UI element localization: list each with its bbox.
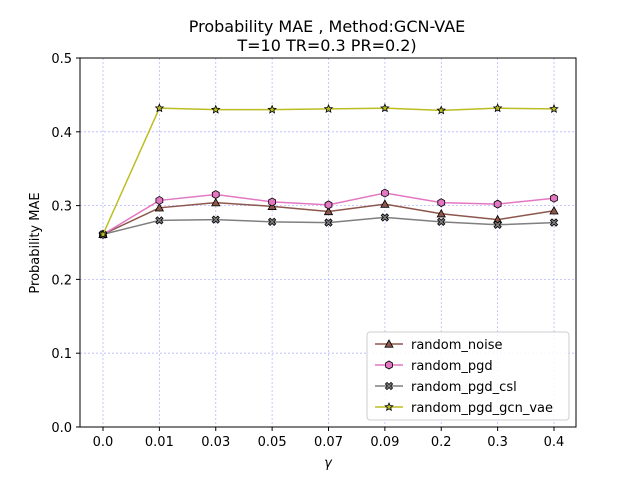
x-tick-label: 0.3 [487,435,508,450]
data-point [549,218,559,227]
data-point [267,104,277,114]
legend-item: random_pgd [375,359,493,374]
data-point [380,213,390,222]
x-axis-label: γ [324,456,333,471]
legend-item: random_noise [375,338,503,353]
data-point [211,197,221,207]
legend-label: random_pgd [411,359,493,374]
data-point [154,202,165,212]
data-point [155,195,164,205]
legend-marker [384,339,394,348]
data-point [155,216,164,225]
data-point [550,193,558,203]
y-tick-label: 0.1 [51,347,72,362]
data-point [380,103,390,113]
legend-item: random_pgd_gcn_vae [375,401,553,416]
legend-label: random_pgd_gcn_vae [411,401,553,416]
legend-label: random_noise [411,338,503,353]
data-point [268,197,276,207]
x-tick-label: 0.09 [370,435,399,450]
legend-item: random_pgd_csl [375,380,517,395]
data-point [549,205,559,215]
data-point [549,103,559,114]
chart-title-line1: Probability MAE , Method:GCN-VAE [189,17,466,36]
y-axis-label: Probability MAE [28,192,43,293]
x-tick-label: 0.01 [145,435,174,450]
y-tick-label: 0.5 [51,52,72,67]
x-tick-label: 0.05 [258,435,287,450]
data-point [211,215,220,224]
axis-ticks: 0.0 0.01 0.03 0.05 0.07 0.09 0.2 0.3 0.4 0.0 0.1 0.… [51,52,564,450]
legend: random_noise random_pgd random_pgd_cslrand… [366,331,570,421]
data-point [437,217,446,227]
x-tick-label: 0.03 [201,435,230,450]
data-point [98,229,108,239]
series-lines [98,103,559,239]
x-tick-label: 0.0 [93,435,114,450]
data-point [324,218,333,227]
data-point [323,103,334,114]
data-point [211,190,220,199]
y-tick-label: 0.0 [51,421,72,436]
legend-label: random_pgd_csl [411,380,517,395]
data-point [381,188,389,198]
legend-marker [385,360,393,370]
data-point [210,104,221,114]
x-tick-label: 0.07 [314,435,343,450]
legend-marker [384,381,394,391]
data-point [267,217,277,227]
y-tick-label: 0.4 [51,126,72,141]
y-tick-label: 0.2 [51,273,72,288]
series-random-pgd-gcn-vae [98,103,559,239]
chart-title-line2: T=10 TR=0.3 PR=0.2) [236,36,416,55]
data-point [493,199,502,209]
x-tick-label: 0.2 [431,435,452,450]
data-point [436,105,447,115]
data-point [437,198,446,208]
data-point [324,200,333,210]
data-point [154,103,165,113]
data-point [493,220,502,229]
data-point [436,208,446,218]
x-tick-label: 0.4 [544,435,565,450]
data-point [492,103,503,113]
data-point [380,199,390,208]
y-tick-label: 0.3 [51,200,72,215]
legend-marker [384,401,394,412]
data-point [323,206,334,216]
legend-box [366,331,570,421]
